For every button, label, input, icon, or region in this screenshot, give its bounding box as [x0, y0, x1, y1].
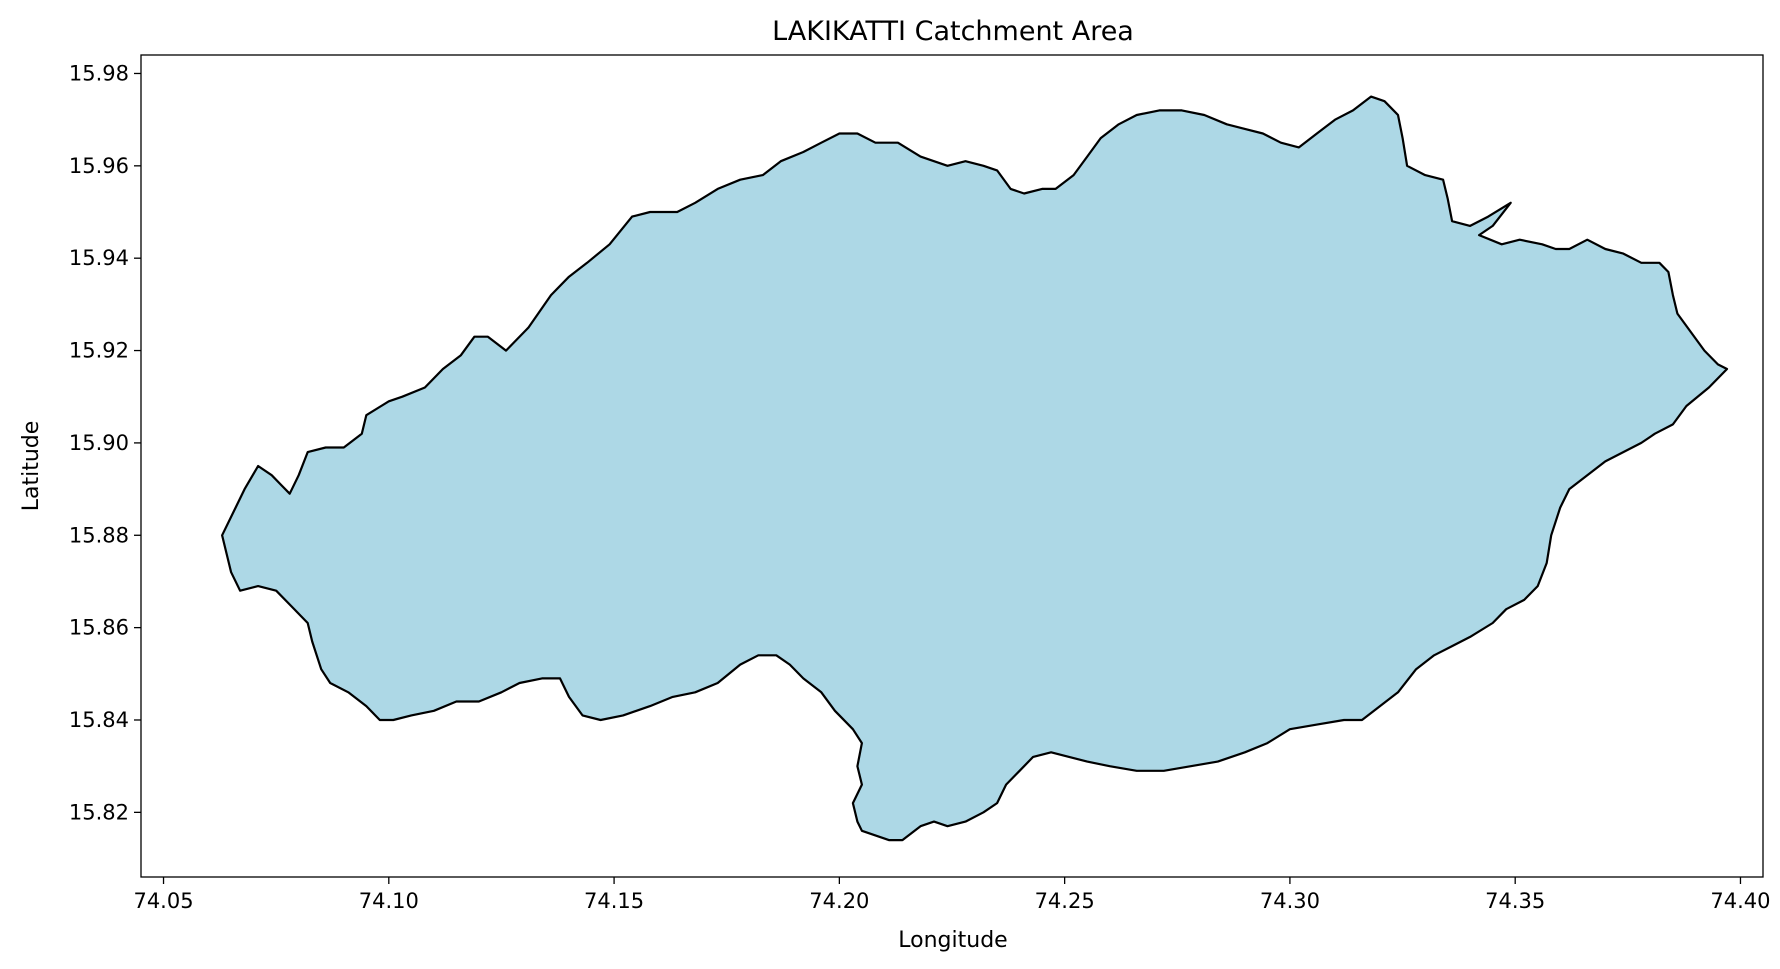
- y-tick-label: 15.84: [69, 708, 129, 732]
- x-tick-label: 74.35: [1485, 889, 1545, 913]
- y-axis: 15.82 15.84 15.86 15.88 15.90 15.92 15.94 15.96…: [69, 61, 141, 824]
- y-tick-label: 15.82: [69, 800, 129, 824]
- y-axis-label: Latitude: [19, 421, 44, 512]
- y-tick-label: 15.98: [69, 61, 129, 85]
- x-axis-label: Longitude: [898, 928, 1007, 953]
- x-tick-label: 74.15: [584, 889, 644, 913]
- x-tick-label: 74.40: [1710, 889, 1770, 913]
- y-tick-label: 15.92: [69, 339, 129, 363]
- catchment-polygon: [221, 95, 1729, 842]
- y-tick-label: 15.86: [69, 616, 129, 640]
- map-title: LAKIKATTI Catchment Area: [772, 16, 1134, 47]
- x-tick-label: 74.25: [1035, 889, 1095, 913]
- x-tick-label: 74.30: [1260, 889, 1320, 913]
- y-tick-label: 15.90: [69, 431, 129, 455]
- x-tick-label: 74.20: [809, 889, 869, 913]
- y-tick-label: 15.88: [69, 523, 129, 547]
- x-axis: 74.05 74.10 74.15 74.20 74.25 74.30 74.35 74.40: [133, 877, 1771, 913]
- x-tick-label: 74.10: [359, 889, 419, 913]
- y-tick-label: 15.96: [69, 154, 129, 178]
- x-tick-label: 74.05: [133, 889, 193, 913]
- y-tick-label: 15.94: [69, 246, 129, 270]
